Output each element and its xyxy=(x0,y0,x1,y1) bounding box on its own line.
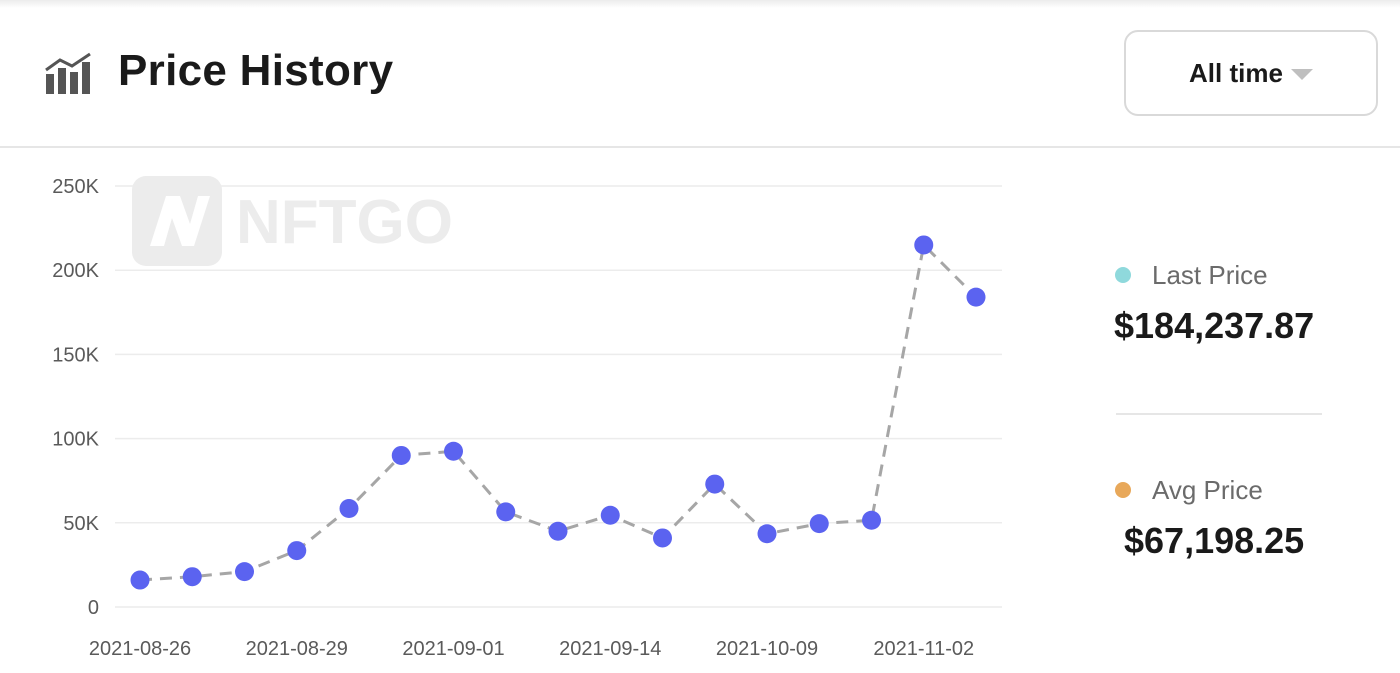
y-tick-label: 0 xyxy=(88,597,99,619)
caret-down-icon xyxy=(1290,68,1313,80)
data-point[interactable] xyxy=(600,505,620,525)
data-point[interactable] xyxy=(235,562,254,582)
top-shadow xyxy=(0,0,1400,8)
y-tick-label: 50K xyxy=(63,513,99,535)
x-axis: 2021-08-26 2021-08-29 2021-09-01 2021-09-14… xyxy=(89,638,974,660)
time-range-label: All time xyxy=(1189,57,1283,88)
bar-chart-trend-icon xyxy=(45,52,91,94)
x-tick-label: 2021-10-09 xyxy=(716,638,818,660)
avg-price-label: Avg Price xyxy=(1152,475,1263,505)
x-tick-label: 2021-11-02 xyxy=(873,638,974,660)
watermark: NFTGO xyxy=(132,176,453,266)
chart-header: Price History All time xyxy=(0,0,1400,148)
data-point[interactable] xyxy=(130,570,150,590)
data-point[interactable] xyxy=(966,287,986,307)
data-point[interactable] xyxy=(182,567,202,587)
series-points xyxy=(130,235,986,590)
data-point[interactable] xyxy=(757,524,777,544)
data-point[interactable] xyxy=(391,445,411,465)
data-point[interactable] xyxy=(548,521,568,541)
data-point[interactable] xyxy=(705,474,725,494)
data-point[interactable] xyxy=(862,510,881,530)
watermark-text: NFTGO xyxy=(236,188,453,257)
avg-price-value: $67,198.25 xyxy=(1124,520,1305,561)
last-price-label: Last Price xyxy=(1152,260,1268,290)
x-tick-label: 2021-09-01 xyxy=(402,638,504,660)
page-title: Price History xyxy=(118,46,394,95)
data-point[interactable] xyxy=(809,514,829,534)
last-price-value: $184,237.87 xyxy=(1114,305,1315,346)
time-range-select[interactable]: All time xyxy=(1124,30,1378,116)
data-point[interactable] xyxy=(496,502,516,522)
data-point[interactable] xyxy=(444,441,463,461)
data-point[interactable] xyxy=(653,528,672,548)
last-price-dot xyxy=(1115,267,1131,283)
data-point[interactable] xyxy=(287,541,307,561)
y-tick-label: 250K xyxy=(52,176,99,198)
legend-divider xyxy=(1116,413,1322,415)
x-tick-label: 2021-09-14 xyxy=(559,638,661,660)
avg-price-dot xyxy=(1115,482,1131,498)
nftgo-logo-mark xyxy=(150,196,210,246)
x-tick-label: 2021-08-29 xyxy=(246,638,348,660)
data-point[interactable] xyxy=(339,498,359,518)
y-tick-label: 150K xyxy=(52,344,99,366)
y-tick-label: 200K xyxy=(52,260,99,282)
x-tick-label: 2021-08-26 xyxy=(89,638,191,660)
data-point[interactable] xyxy=(914,235,934,255)
y-axis: 0 50K 100K 150K 200K 250K xyxy=(52,176,99,619)
y-tick-label: 100K xyxy=(52,429,99,451)
